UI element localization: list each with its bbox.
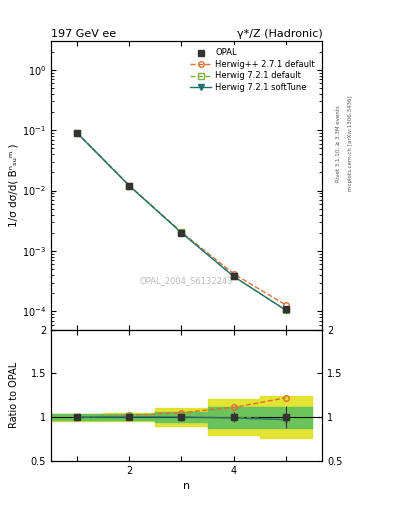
X-axis label: n: n	[183, 481, 190, 491]
Text: OPAL_2004_S6132243: OPAL_2004_S6132243	[140, 276, 233, 285]
Text: 197 GeV ee: 197 GeV ee	[51, 29, 116, 39]
Y-axis label: Ratio to OPAL: Ratio to OPAL	[9, 362, 18, 429]
Legend: OPAL, Herwig++ 2.7.1 default, Herwig 7.2.1 default, Herwig 7.2.1 softTune: OPAL, Herwig++ 2.7.1 default, Herwig 7.2…	[187, 45, 318, 95]
Text: Rivet 3.1.10, ≥ 3.3M events: Rivet 3.1.10, ≥ 3.3M events	[336, 105, 341, 182]
Y-axis label: 1/σ dσ/d( Bⁿₛᵤᵐ ): 1/σ dσ/d( Bⁿₛᵤᵐ )	[9, 143, 18, 227]
Text: γ*/Z (Hadronic): γ*/Z (Hadronic)	[237, 29, 322, 39]
Text: mcplots.cern.ch [arXiv:1306.3436]: mcplots.cern.ch [arXiv:1306.3436]	[348, 96, 353, 191]
